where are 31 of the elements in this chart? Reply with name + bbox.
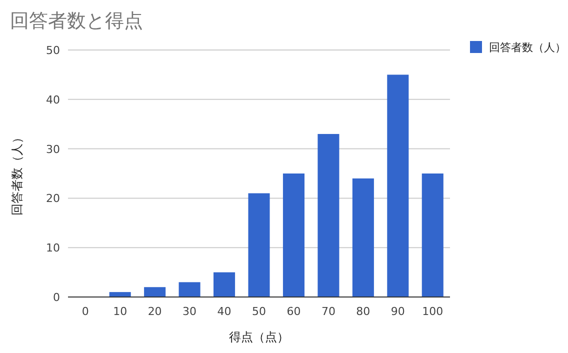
bar <box>318 134 340 297</box>
x-tick-label: 60 <box>286 305 301 318</box>
x-tick-label: 90 <box>390 305 405 318</box>
legend-label: 回答者数（人） <box>489 41 566 54</box>
y-tick-label: 40 <box>46 93 60 106</box>
bar <box>214 272 236 297</box>
x-tick-label: 40 <box>217 305 232 318</box>
y-tick-label: 10 <box>46 242 60 255</box>
x-tick-label: 100 <box>422 305 444 318</box>
bar <box>422 174 444 297</box>
x-tick-label: 50 <box>252 305 266 318</box>
x-axis-title: 得点（点） <box>229 330 289 344</box>
bar <box>352 178 374 297</box>
y-tick-label: 0 <box>53 291 60 304</box>
bar <box>387 74 409 297</box>
chart-title: 回答者数と得点 <box>10 10 143 32</box>
bar <box>144 287 166 297</box>
bar <box>248 193 270 297</box>
x-tick-label: 30 <box>182 305 197 318</box>
y-axis-title: 回答者数（人） <box>10 132 24 216</box>
x-tick-label: 10 <box>113 305 128 318</box>
x-tick-label: 70 <box>321 305 336 318</box>
bar <box>109 292 131 297</box>
x-tick-label: 80 <box>356 305 370 318</box>
x-tick-label: 0 <box>82 305 89 318</box>
y-tick-label: 30 <box>46 142 60 156</box>
bar <box>178 282 200 297</box>
x-tick-label: 20 <box>148 305 162 318</box>
y-tick-label: 20 <box>46 192 60 206</box>
bar <box>282 174 304 297</box>
y-tick-label: 50 <box>46 44 60 57</box>
